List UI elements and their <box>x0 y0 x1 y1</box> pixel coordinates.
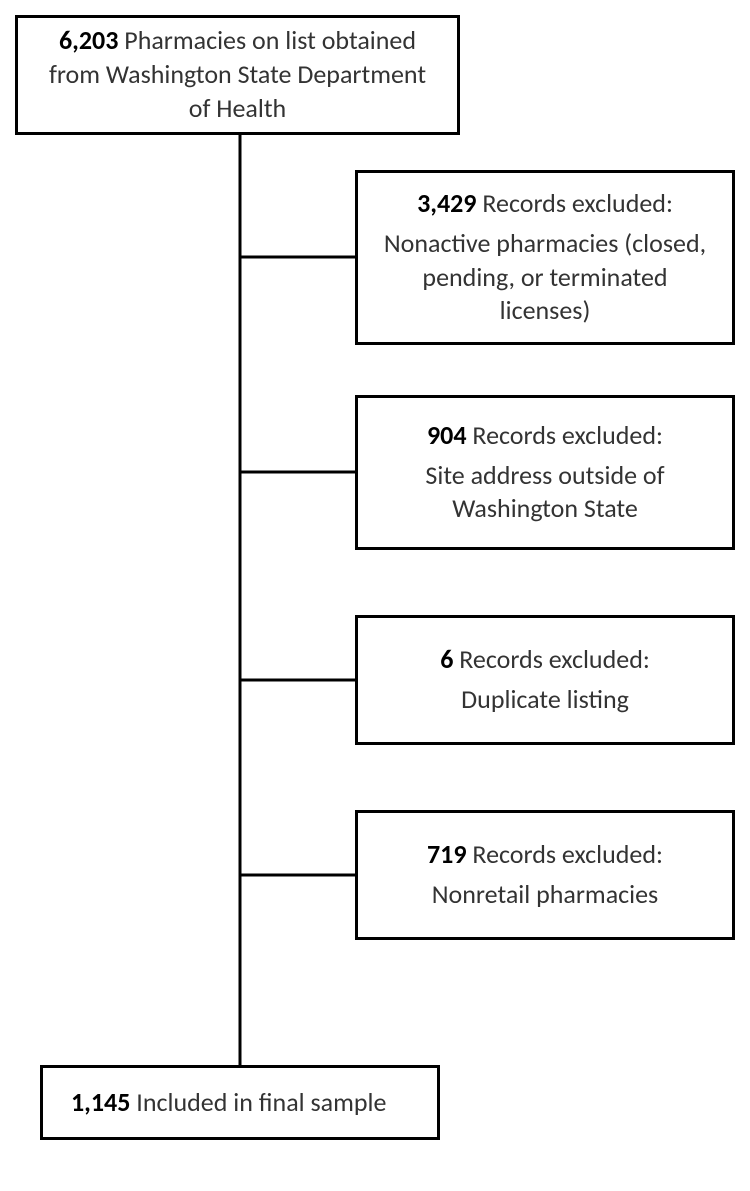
start-box-number: 6,203 <box>59 24 124 56</box>
exclusion-number: 904 <box>427 419 472 451</box>
end-box-text: 1,145 Included in final sample <box>71 1086 386 1120</box>
exclusion-number: 3,429 <box>417 187 482 219</box>
exclusion-number: 6 <box>440 643 459 675</box>
exclusion-box: 904 Records excluded: Site address outsid… <box>355 395 735 550</box>
exclusion-title-suffix: Records excluded: <box>482 187 673 219</box>
exclusion-box: 3,429 Records excluded: Nonactive pharmac… <box>355 170 735 345</box>
exclusion-number: 719 <box>427 838 472 870</box>
exclusion-subtitle: Nonretail pharmacies <box>432 878 658 912</box>
exclusion-title-suffix: Records excluded: <box>472 419 663 451</box>
exclusion-subtitle: Duplicate listing <box>461 683 629 717</box>
exclusion-title: 3,429 Records excluded: <box>417 187 673 221</box>
exclusion-subtitle: Site address outside of Washington State <box>376 459 714 527</box>
exclusion-box: 719 Records excluded: Nonretail pharmacie… <box>355 810 735 940</box>
exclusion-title-suffix: Records excluded: <box>459 643 650 675</box>
exclusion-title: 904 Records excluded: <box>427 419 663 453</box>
end-box-label: Included in final sample <box>136 1086 386 1118</box>
end-box-number: 1,145 <box>71 1086 136 1118</box>
exclusion-subtitle: Nonactive pharmacies (closed, pending, o… <box>376 227 714 328</box>
exclusion-box: 6 Records excluded: Duplicate listing <box>355 615 735 745</box>
exclusion-title: 719 Records excluded: <box>427 838 663 872</box>
flowchart-end-box: 1,145 Included in final sample <box>40 1065 440 1140</box>
flowchart-start-box: 6,203 Pharmacies on list obtained from W… <box>15 15 460 135</box>
exclusion-title-suffix: Records excluded: <box>472 838 663 870</box>
start-box-text: 6,203 Pharmacies on list obtained from W… <box>36 24 439 125</box>
exclusion-title: 6 Records excluded: <box>440 643 650 677</box>
